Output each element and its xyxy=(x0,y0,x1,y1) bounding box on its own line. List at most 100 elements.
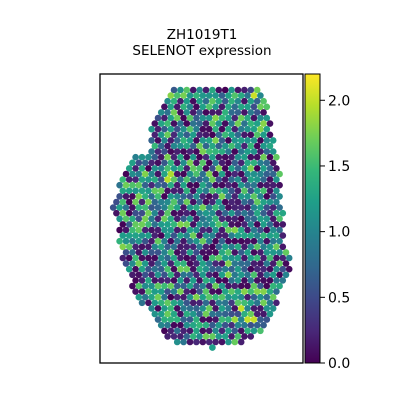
expression-spot xyxy=(186,293,194,301)
expression-spot xyxy=(257,271,264,279)
expression-spot xyxy=(273,221,280,228)
expression-spot xyxy=(209,86,216,94)
expression-spot xyxy=(196,153,203,161)
expression-spot xyxy=(212,181,219,189)
expression-spot xyxy=(241,221,248,228)
expression-spot xyxy=(260,165,267,172)
expression-spot xyxy=(167,137,175,144)
expression-spot xyxy=(145,187,152,195)
expression-spot xyxy=(257,282,264,290)
expression-spot xyxy=(148,271,155,279)
expression-spot xyxy=(180,114,187,122)
expression-spot xyxy=(209,232,216,239)
expression-spot xyxy=(180,170,187,178)
expression-spot xyxy=(250,327,258,335)
expression-spot xyxy=(132,277,139,284)
expression-spot xyxy=(183,187,191,195)
expression-spot xyxy=(205,226,213,234)
expression-spot xyxy=(202,254,210,262)
expression-spot xyxy=(212,260,219,267)
expression-spot xyxy=(196,120,203,127)
expression-spot xyxy=(125,165,133,172)
expression-spot xyxy=(225,327,232,335)
expression-spot xyxy=(221,176,229,183)
expression-spot xyxy=(228,265,235,273)
expression-spot xyxy=(164,97,171,105)
expression-spot xyxy=(212,125,219,133)
expression-spot xyxy=(241,142,248,150)
expression-spot xyxy=(193,114,200,122)
expression-spot xyxy=(170,86,178,94)
expression-spot xyxy=(173,181,181,189)
expression-spot xyxy=(269,148,277,155)
expression-spot xyxy=(173,148,181,155)
expression-spot xyxy=(157,277,165,284)
expression-spot xyxy=(193,125,200,133)
expression-spot xyxy=(113,209,120,217)
expression-spot xyxy=(209,209,216,217)
expression-spot xyxy=(170,232,178,239)
expression-spot xyxy=(167,114,175,122)
expression-spot xyxy=(205,170,213,178)
expression-spot xyxy=(202,243,210,251)
expression-spot xyxy=(228,187,235,195)
expression-spot xyxy=(218,92,226,99)
expression-spot xyxy=(167,181,175,189)
expression-spot xyxy=(193,316,200,323)
expression-spot xyxy=(173,293,181,301)
expression-spot xyxy=(250,260,258,267)
expression-spot xyxy=(202,142,210,150)
expression-spot xyxy=(173,137,181,144)
expression-spot xyxy=(148,226,155,234)
expression-spot xyxy=(228,277,235,284)
expression-spot xyxy=(196,176,203,183)
expression-spot xyxy=(241,109,248,116)
expression-spot xyxy=(170,243,178,251)
expression-spot xyxy=(170,97,178,105)
expression-spot xyxy=(161,249,168,256)
expression-spot xyxy=(189,86,197,94)
expression-spot xyxy=(132,153,139,161)
expression-spot xyxy=(212,137,219,144)
expression-spot xyxy=(282,260,290,267)
expression-spot xyxy=(138,265,146,273)
expression-spot xyxy=(202,265,210,273)
expression-spot xyxy=(148,293,155,301)
expression-spot xyxy=(193,305,200,312)
expression-spot xyxy=(228,142,235,150)
expression-spot xyxy=(151,165,159,172)
expression-spot xyxy=(186,137,194,144)
expression-spot xyxy=(266,209,274,217)
expression-spot xyxy=(247,265,255,273)
expression-spot xyxy=(177,209,184,217)
expression-spot xyxy=(218,125,226,133)
expression-spot xyxy=(221,310,229,318)
expression-spot xyxy=(180,249,187,256)
expression-spot xyxy=(193,148,200,155)
expression-spot xyxy=(202,221,210,228)
expression-spot xyxy=(237,260,245,267)
expression-spot xyxy=(132,265,139,273)
expression-spot xyxy=(285,254,293,262)
expression-spot xyxy=(145,165,152,172)
expression-spot xyxy=(269,293,277,301)
expression-spot xyxy=(247,232,255,239)
expression-spot xyxy=(260,131,267,139)
expression-spot xyxy=(212,338,219,346)
expression-spot xyxy=(199,137,207,144)
expression-spot xyxy=(177,142,184,150)
expression-spot xyxy=(250,193,258,200)
expression-spot xyxy=(260,277,267,284)
expression-spot xyxy=(148,282,155,290)
expression-spot xyxy=(212,148,219,155)
expression-spot xyxy=(161,125,168,133)
expression-spot xyxy=(218,226,226,234)
expression-spot xyxy=(263,282,271,290)
expression-spot xyxy=(148,305,155,312)
expression-spot xyxy=(125,187,133,195)
expression-spot xyxy=(199,293,207,301)
expression-spot xyxy=(234,176,242,183)
expression-spot xyxy=(193,338,200,346)
expression-spot xyxy=(241,277,248,284)
expression-spot xyxy=(135,237,143,245)
